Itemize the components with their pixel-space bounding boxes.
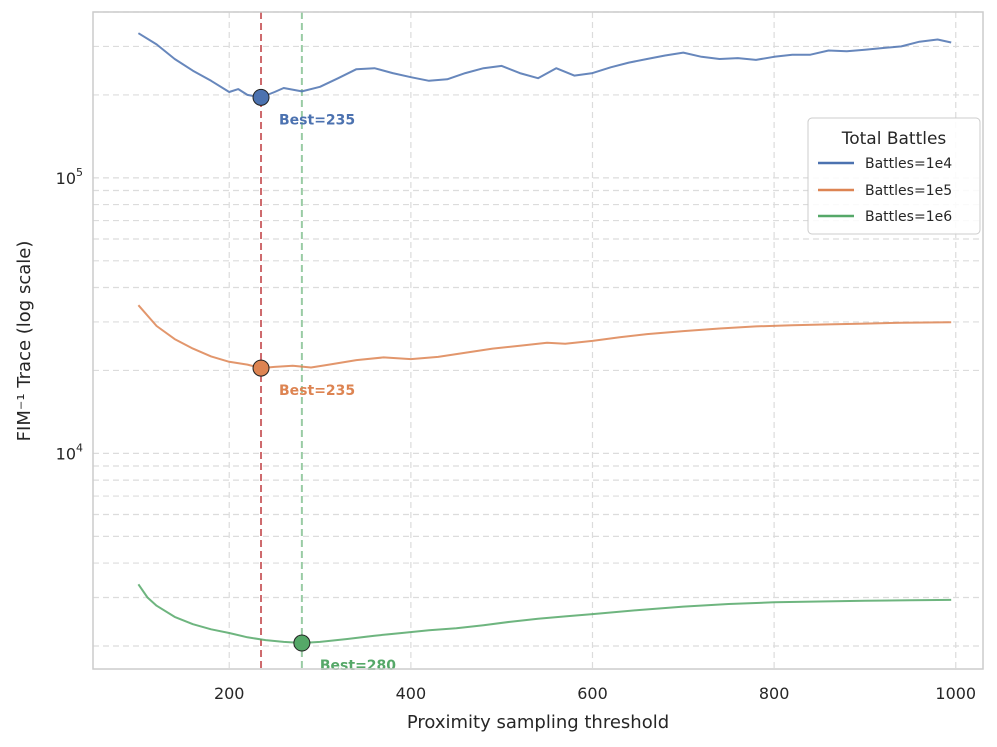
x-axis-ticks: 200 400 600 800 1000 [214,684,976,703]
x-tick-label: 800 [759,684,790,703]
y-axis-ticks: 104 105 [56,166,83,464]
series-line-3 [137,583,952,644]
best-marker [293,634,311,652]
best-marker [252,88,270,106]
best-marker [252,359,270,377]
legend: Total Battles Battles=1e4 Battles=1e5 Ba… [807,117,981,235]
x-tick-label: 1000 [935,684,976,703]
best-label: Best=280 [320,658,396,674]
y-tick-label: 104 [56,441,83,463]
legend-entry-1e4: Battles=1e4 [865,156,952,172]
legend-title: Total Battles [841,129,947,149]
best-label: Best=235 [279,383,355,399]
x-tick-label: 600 [577,684,608,703]
y-tick-label: 105 [56,166,83,188]
x-tick-label: 200 [214,684,245,703]
y-axis-label: FIM⁻¹ Trace (log scale) [14,241,35,442]
series-line-2 [137,304,952,370]
legend-box [807,117,981,235]
x-tick-label: 400 [396,684,427,703]
x-axis-label: Proximity sampling threshold [407,712,669,733]
best-markers: Best=235 Best=235 Best=280 [252,88,396,674]
legend-entry-1e6: Battles=1e6 [865,209,952,225]
best-label: Best=235 [279,112,355,128]
plot-frame [92,11,984,670]
legend-entry-1e5: Battles=1e5 [865,183,952,199]
